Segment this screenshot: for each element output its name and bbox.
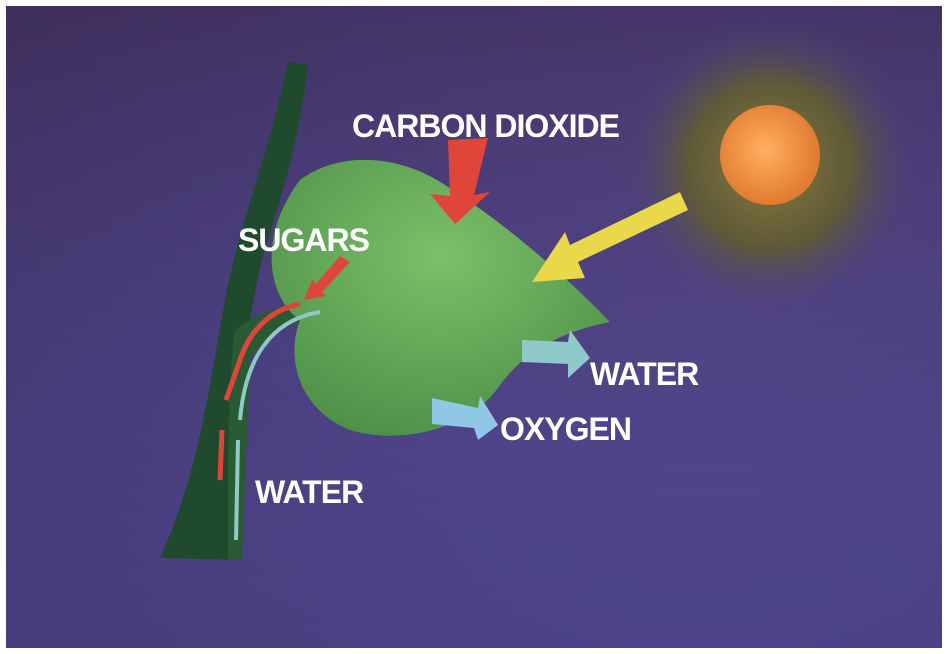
leaf bbox=[271, 159, 610, 436]
label: WATER bbox=[590, 356, 699, 392]
sugars-arrow bbox=[304, 256, 350, 300]
stem bbox=[160, 62, 308, 560]
water-out-arrow bbox=[522, 330, 590, 378]
sugar-flow bbox=[223, 301, 301, 401]
label: WATER bbox=[255, 474, 364, 510]
water-flow bbox=[234, 310, 321, 541]
sugar-flow bbox=[217, 429, 225, 481]
light-arrow bbox=[532, 192, 688, 282]
sun bbox=[720, 105, 820, 205]
oxygen-arrow bbox=[432, 396, 498, 440]
label: CARBON DIOXIDE bbox=[352, 108, 620, 144]
co2-arrow bbox=[430, 138, 490, 224]
label: OXYGEN bbox=[500, 411, 631, 447]
label: SUGARS bbox=[238, 222, 370, 258]
